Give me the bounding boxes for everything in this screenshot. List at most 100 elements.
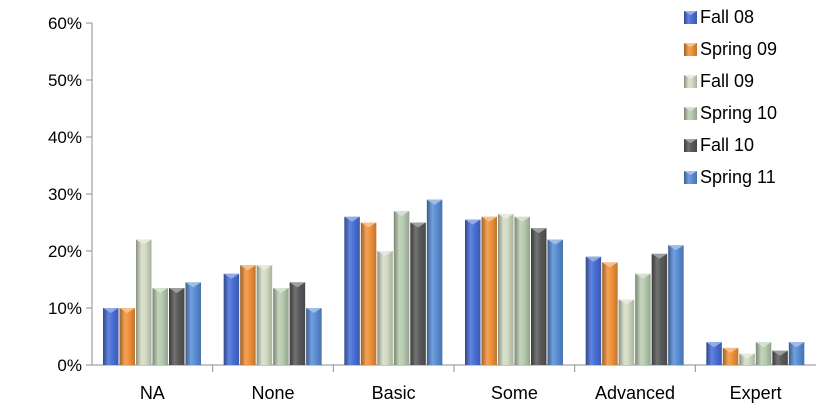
bar-spring-11-some	[547, 239, 563, 365]
bar-spring-09-na	[119, 308, 135, 365]
x-tick-label-some: Some	[491, 383, 538, 403]
bar-cap	[377, 251, 393, 256]
bar-spring-09-basic	[360, 222, 377, 365]
bar-cap	[344, 216, 360, 222]
bar-spring-11-advanced	[668, 245, 684, 365]
bar-spring-11-expert	[788, 342, 805, 365]
bar-fall-08-na	[103, 308, 119, 365]
bar-cap	[136, 239, 152, 245]
bar-cap	[739, 353, 755, 359]
bar-spring-10-basic	[393, 211, 410, 365]
bar-spring-10-na	[152, 288, 168, 365]
legend-label: Spring 10	[700, 103, 777, 123]
bar-cap	[119, 308, 135, 313]
bar-cap	[103, 308, 119, 313]
x-tick-label-na: NA	[140, 383, 165, 403]
legend-label: Fall 08	[700, 7, 754, 27]
x-tick-label-none: None	[251, 383, 294, 403]
bar-fall-10-basic	[410, 222, 426, 365]
bar-cap	[498, 213, 514, 219]
y-tick-label: 30%	[48, 185, 82, 204]
legend-swatch-cap	[684, 107, 697, 111]
bar-cap	[668, 245, 684, 251]
legend-swatch	[684, 139, 697, 152]
bar-spring-09-expert	[722, 347, 739, 365]
legend-swatch	[684, 107, 697, 120]
bar-fall-08-advanced	[585, 256, 602, 365]
bar-fall-09-expert	[739, 353, 755, 365]
bar-cap	[585, 256, 602, 262]
bar-fall-09-na	[136, 239, 152, 365]
bar-cap	[223, 273, 240, 279]
bar-cap	[465, 219, 481, 225]
bar-spring-09-advanced	[602, 262, 618, 365]
bar-fall-10-some	[531, 228, 547, 365]
legend-label: Fall 10	[700, 135, 754, 155]
bar-fall-09-some	[498, 213, 514, 365]
legend-swatch-cap	[684, 139, 697, 143]
x-tick-label-expert: Expert	[730, 383, 782, 403]
legend-swatch	[684, 11, 697, 24]
bar-spring-11-basic	[426, 199, 443, 365]
bar-cap	[360, 222, 377, 228]
bar-spring-10-advanced	[635, 273, 651, 365]
x-tick-label-advanced: Advanced	[595, 383, 675, 403]
y-tick-label: 60%	[48, 14, 82, 33]
bar-cap	[788, 342, 805, 348]
bar-fall-08-none	[223, 273, 240, 365]
bar-cap	[169, 288, 185, 294]
bar-spring-10-some	[514, 216, 530, 365]
bar-cap	[426, 199, 443, 205]
bar-cap	[306, 308, 322, 313]
bar-spring-09-some	[481, 216, 497, 365]
bar-fall-08-some	[465, 219, 481, 365]
bar-cap	[706, 342, 722, 348]
legend-label: Fall 09	[700, 71, 754, 91]
y-tick-label: 20%	[48, 242, 82, 261]
bar-cap	[410, 222, 426, 228]
bar-cap	[289, 282, 306, 288]
bar-cap	[273, 288, 289, 294]
bar-cap	[256, 265, 273, 271]
bar-spring-11-na	[185, 282, 201, 365]
legend-swatch-cap	[684, 43, 697, 47]
bar-fall-09-basic	[377, 251, 393, 365]
x-tick-label-basic: Basic	[372, 383, 416, 403]
bar-cap	[393, 211, 410, 217]
bar-spring-10-none	[273, 288, 289, 365]
bar-cap	[185, 282, 201, 288]
bar-cap	[240, 265, 256, 271]
legend-label: Spring 11	[700, 167, 776, 187]
legend-swatch-cap	[684, 11, 697, 15]
y-tick-label: 50%	[48, 71, 82, 90]
bar-fall-10-none	[289, 282, 306, 365]
bar-cap	[152, 288, 168, 294]
bar-spring-11-none	[306, 308, 322, 365]
bar-cap	[651, 253, 668, 259]
legend-swatch-cap	[684, 171, 697, 175]
bar-cap	[618, 299, 635, 305]
bar-cap	[722, 347, 739, 353]
bar-cap	[547, 239, 563, 245]
bar-fall-10-advanced	[651, 253, 668, 365]
legend-swatch	[684, 75, 697, 88]
bar-cap	[514, 216, 530, 222]
legend-swatch	[684, 43, 697, 56]
bar-cap	[755, 342, 772, 348]
y-tick-label: 10%	[48, 299, 82, 318]
bar-cap	[602, 262, 618, 268]
legend-label: Spring 09	[700, 39, 777, 59]
bar-spring-09-none	[240, 265, 256, 365]
bar-fall-09-none	[256, 265, 273, 365]
legend-swatch-cap	[684, 75, 697, 79]
bar-fall-10-na	[169, 288, 185, 365]
bar-cap	[531, 228, 547, 234]
bar-spring-10-expert	[755, 342, 772, 365]
y-tick-label: 40%	[48, 128, 82, 147]
bar-cap	[772, 350, 788, 356]
bar-fall-10-expert	[772, 350, 788, 365]
bar-cap	[635, 273, 651, 279]
y-tick-label: 0%	[57, 356, 82, 375]
bar-cap	[481, 216, 497, 222]
